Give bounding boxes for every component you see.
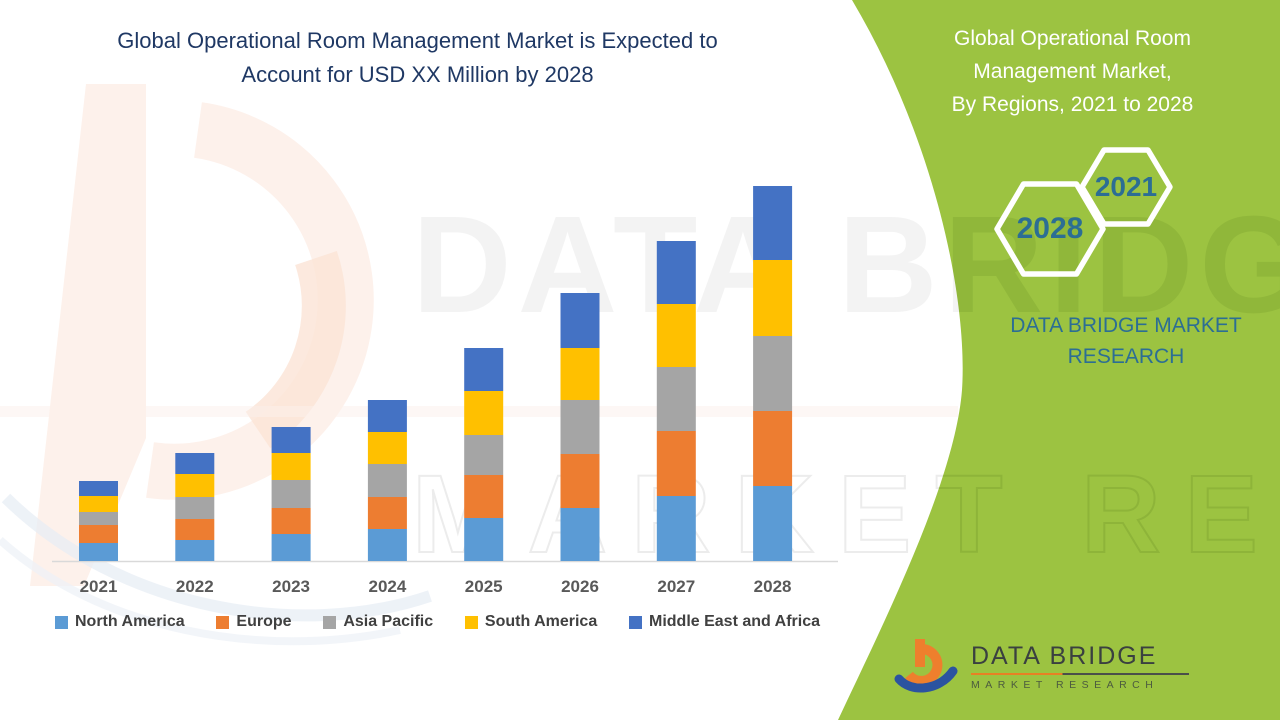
legend-swatch [323,615,337,629]
logo-text: DATA BRIDGE MARKET RESEARCH [971,642,1189,691]
legend-item-middle-east-and-africa: Middle East and Africa [629,613,820,631]
bar-segment-2027-asia-pacific [656,367,696,431]
hexagon-year-2021: 2021 [1094,171,1158,202]
bar-segment-2022-south-america [175,474,215,497]
panel-heading-line3: By Regions, 2021 to 2028 [951,93,1194,116]
panel-heading-line2: Management Market, [973,60,1172,83]
bar-segment-2023-south-america [271,453,311,480]
watermark-b-icon [0,84,958,646]
bar-segment-2021-asia-pacific [79,512,118,525]
x-axis-label-2025: 2025 [465,577,503,596]
bar-segment-2025-north-america [464,518,504,561]
logo-title: DATA BRIDGE [971,641,1158,670]
bar-segment-2028-south-america [753,260,793,336]
bars-layer: 2021 2022 2023 2024 2025 2026 2027 2028 [79,186,793,596]
legend-item-north-america: North America [55,613,185,631]
databridge-logo-icon [894,639,958,693]
bar-segment-2022-north-america [175,540,215,561]
page-title-line2: Account for USD XX Million by 2028 [241,62,594,87]
brand-name: DATA BRIDGE MARKET RESEARCH [940,310,1280,372]
bar-segment-2022-asia-pacific [175,497,215,519]
x-axis-label-2023: 2023 [272,577,310,596]
bar-segment-2022-middle-east-and-africa [175,453,215,474]
bar-segment-2028-europe [753,411,793,486]
bar-segment-2021-north-america [79,543,118,561]
bar-segment-2025-asia-pacific [464,435,504,475]
side-panel-background [838,0,1280,720]
bar-segment-2026-south-america [560,348,600,400]
hexagon-year-2028: 2028 [1016,212,1084,245]
bar-segment-2022-europe [175,519,215,540]
bar-segment-2027-north-america [656,496,696,561]
bar-segment-2024-europe [367,497,407,529]
bar-segment-2025-middle-east-and-africa [464,348,504,391]
bar-segment-2028-middle-east-and-africa [753,186,793,260]
bar-segment-2021-south-america [79,496,118,512]
legend-swatch [464,615,478,629]
bar-segment-2021-middle-east-and-africa [79,481,118,496]
bar-segment-2025-south-america [464,391,504,435]
legend-swatch [216,615,230,629]
legend-item-europe: Europe [216,613,292,631]
brand-name-line2: RESEARCH [1067,345,1185,368]
bar-segment-2026-asia-pacific [560,400,600,454]
logo-subtitle: MARKET RESEARCH [971,678,1159,691]
bar-segment-2026-middle-east-and-africa [560,293,600,348]
databridge-logo: DATA BRIDGE MARKET RESEARCH [893,632,1253,700]
legend-label: North America [75,613,185,630]
bar-segment-2024-middle-east-and-africa [367,400,407,432]
bar-segment-2023-asia-pacific [271,480,311,508]
bar-segment-2027-south-america [656,304,696,367]
brand-name-line1: DATA BRIDGE MARKET [1010,314,1242,337]
x-axis-label-2028: 2028 [754,577,792,596]
legend-label: Europe [236,613,292,630]
bar-segment-2026-europe [560,454,600,508]
bar-segment-2027-europe [656,431,696,496]
legend-label: Middle East and Africa [649,613,820,630]
legend-label: South America [484,613,598,630]
x-axis-label-2022: 2022 [176,577,214,596]
bar-segment-2021-europe [79,525,118,543]
legend-label: Asia Pacific [343,613,434,630]
page-title: Global Operational Room Management Marke… [60,24,775,92]
legend-item-asia-pacific: Asia Pacific [323,613,433,631]
hexagon-2021-icon [1079,147,1173,227]
bar-segment-2025-europe [464,475,504,518]
x-axis-label-2021: 2021 [80,577,118,596]
panel-heading: Global Operational Room Management Marke… [905,22,1240,121]
bar-segment-2023-north-america [271,534,311,561]
x-axis-label-2024: 2024 [368,577,406,596]
legend-swatch [55,615,68,629]
chart-legend: North America Europe Asia Pacific South Ame… [55,613,820,631]
bar-segment-2024-north-america [367,529,407,561]
x-axis-label-2027: 2027 [657,577,695,596]
bar-segment-2026-north-america [560,508,600,561]
bar-segment-2024-south-america [367,432,407,464]
bar-segment-2028-north-america [753,486,793,561]
page-title-line1: Global Operational Room Management Marke… [117,28,718,53]
hexagon-2028-icon [994,181,1106,277]
x-axis-label-2026: 2026 [561,577,599,596]
bar-segment-2023-europe [271,508,311,534]
bar-segment-2024-asia-pacific [367,464,407,497]
bar-segment-2023-middle-east-and-africa [271,427,311,453]
bar-segment-2027-middle-east-and-africa [656,241,696,304]
legend-item-south-america: South America [464,613,598,631]
logo-underline [971,672,1189,675]
legend-swatch [629,615,642,629]
bar-segment-2028-asia-pacific [753,336,793,411]
panel-heading-line1: Global Operational Room [954,27,1191,50]
